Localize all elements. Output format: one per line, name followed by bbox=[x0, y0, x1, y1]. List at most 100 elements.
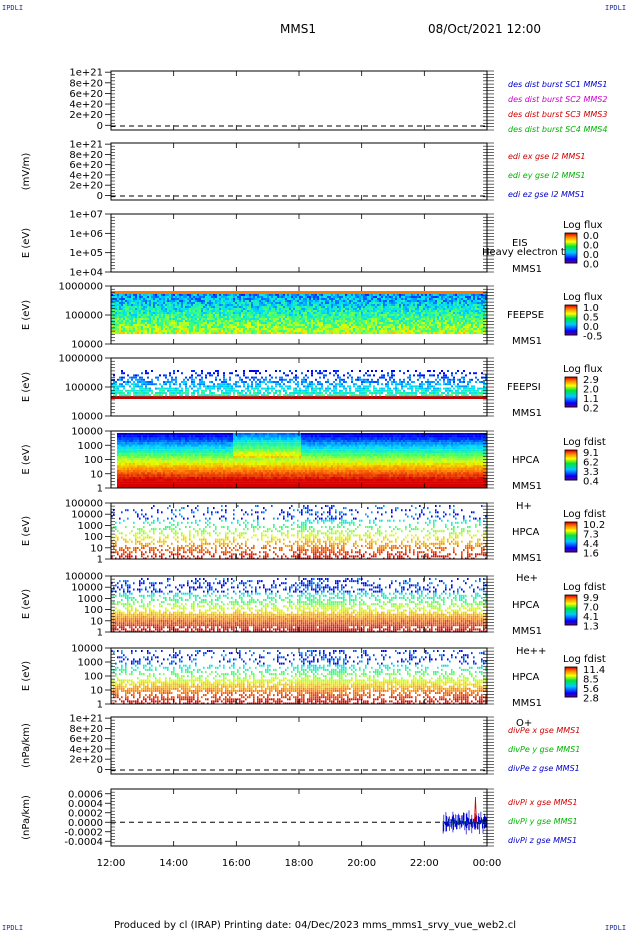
spectro-cell bbox=[399, 322, 401, 325]
spectro-cell bbox=[225, 314, 227, 317]
spectro-cell bbox=[263, 332, 265, 335]
spectro-cell bbox=[407, 326, 409, 329]
spectro-cell bbox=[115, 300, 117, 303]
spectro-cell bbox=[301, 310, 303, 313]
spectro-cell bbox=[201, 300, 203, 303]
spectro-cell bbox=[115, 383, 117, 386]
spectro-band bbox=[309, 396, 311, 399]
spectro-cell bbox=[385, 294, 387, 297]
spectro-cell bbox=[291, 332, 293, 335]
spectro-cell bbox=[363, 296, 365, 299]
spectro-cell bbox=[191, 320, 193, 323]
spectro-cell bbox=[427, 298, 429, 301]
spectro-cell bbox=[407, 312, 409, 315]
spectro-cell bbox=[163, 318, 165, 321]
spectro-cell bbox=[309, 296, 311, 299]
spectro-cell bbox=[453, 310, 455, 313]
spectro-cell bbox=[257, 320, 259, 323]
spectro-cell bbox=[241, 296, 243, 299]
spectro-cell bbox=[111, 302, 113, 305]
spectro-cell bbox=[167, 316, 169, 319]
spectro-cell bbox=[237, 308, 239, 311]
spectro-cell bbox=[185, 376, 187, 379]
spectro-cell bbox=[125, 322, 127, 325]
spectro-cell bbox=[351, 306, 353, 309]
spectro-cell bbox=[337, 330, 339, 333]
spectro-cell bbox=[241, 330, 243, 333]
spectro-band bbox=[167, 396, 169, 399]
spectro-cell bbox=[355, 304, 357, 307]
spectro-cell bbox=[411, 322, 413, 325]
spectro-cell bbox=[209, 374, 211, 377]
spectro-cell bbox=[477, 330, 479, 333]
y-tick-label: 0 bbox=[97, 191, 103, 202]
spectro-cell bbox=[205, 302, 207, 305]
spectro-cell bbox=[409, 308, 411, 311]
spectro-cell bbox=[167, 314, 169, 317]
spectro-cell bbox=[183, 328, 185, 331]
spectro-cell bbox=[177, 316, 179, 319]
spectro-cell bbox=[475, 300, 477, 303]
spectro-cell bbox=[413, 302, 415, 305]
spectro-cell bbox=[129, 392, 131, 394]
spectro-cell bbox=[273, 320, 275, 323]
spectro-cell bbox=[303, 314, 305, 317]
spectro-cell bbox=[485, 294, 487, 297]
spectro-cell bbox=[353, 296, 355, 299]
spectro-cell bbox=[177, 370, 179, 372]
spectro-cell bbox=[269, 330, 271, 333]
spectro-cell bbox=[389, 330, 391, 333]
spectro-cell bbox=[419, 328, 421, 331]
spectro-cell bbox=[147, 372, 149, 375]
spectro-cell bbox=[447, 306, 449, 309]
spectro-cell bbox=[349, 326, 351, 329]
spectro-cell bbox=[205, 304, 207, 307]
spectro-cell bbox=[177, 332, 179, 335]
spectro-cell bbox=[431, 312, 433, 315]
spectro-cell bbox=[297, 326, 299, 329]
spectro-cell bbox=[481, 318, 483, 321]
spectro-cell bbox=[119, 320, 121, 323]
spectro-cell bbox=[165, 300, 167, 303]
spectro-cell bbox=[395, 326, 397, 329]
spectro-cell bbox=[283, 294, 285, 297]
spectro-cell bbox=[433, 302, 435, 305]
spectro-cell bbox=[183, 296, 185, 299]
spectro-cell bbox=[215, 332, 217, 335]
spectro-cell bbox=[463, 302, 465, 305]
spectro-cell bbox=[367, 330, 369, 333]
spectro-cell bbox=[465, 308, 467, 311]
spectro-cell bbox=[135, 376, 137, 379]
spectro-cell bbox=[369, 294, 371, 297]
spectro-cell bbox=[209, 381, 211, 383]
spectro-cell bbox=[229, 389, 231, 392]
spectro-cell bbox=[241, 300, 243, 303]
spectro-cell bbox=[221, 306, 223, 309]
spectro-cell bbox=[373, 306, 375, 309]
spectro-cell bbox=[305, 304, 307, 307]
spectro-cell bbox=[415, 294, 417, 297]
spectro-cell bbox=[301, 326, 303, 329]
spectro-cell bbox=[295, 392, 297, 394]
spectro-cell bbox=[277, 294, 279, 297]
spectro-cell bbox=[173, 296, 175, 299]
spectro-cell bbox=[155, 330, 157, 333]
spectro-cell bbox=[319, 304, 321, 307]
spectro-cell bbox=[131, 314, 133, 317]
spectro-cell bbox=[343, 332, 345, 335]
spectro-cell bbox=[173, 328, 175, 331]
spectro-cell bbox=[481, 326, 483, 329]
spectro-cell bbox=[257, 300, 259, 303]
spectro-cell bbox=[299, 306, 301, 309]
spectro-cell bbox=[397, 308, 399, 311]
spectro-cell bbox=[285, 304, 287, 307]
spectro-cell bbox=[237, 304, 239, 307]
spectro-cell bbox=[247, 316, 249, 319]
spectro-cell bbox=[457, 294, 459, 297]
spectro-cell bbox=[479, 330, 481, 333]
spectro-cell bbox=[133, 310, 135, 313]
spectro-cell bbox=[281, 294, 283, 297]
spectro-cell bbox=[259, 310, 261, 313]
spectro-cell bbox=[185, 310, 187, 313]
spectro-cell bbox=[305, 385, 307, 388]
